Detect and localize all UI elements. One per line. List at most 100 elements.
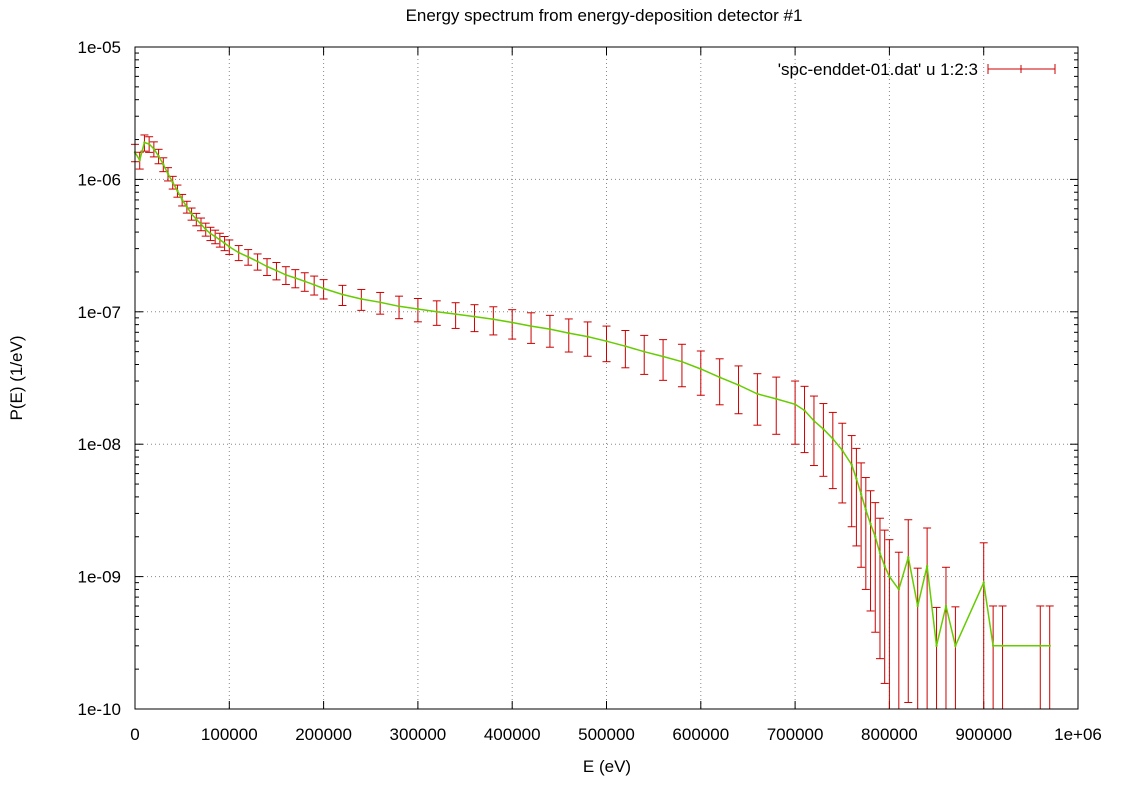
data-point xyxy=(195,218,198,221)
data-point xyxy=(209,232,212,235)
x-tick-label: 900000 xyxy=(955,725,1012,744)
data-point xyxy=(699,367,702,371)
y-tick-label: 1e-08 xyxy=(78,435,121,454)
data-point xyxy=(822,427,825,431)
data-point xyxy=(454,312,457,316)
data-point xyxy=(793,403,797,406)
data-point xyxy=(756,392,759,396)
x-tick-label: 100000 xyxy=(201,725,258,744)
tick-labels: 0 100000 200000 300000 400000 500000 600000 700… xyxy=(78,38,1102,744)
data-point xyxy=(199,222,203,226)
data-point xyxy=(185,205,189,209)
data-point xyxy=(878,552,882,555)
data-point xyxy=(841,449,844,452)
data-point xyxy=(925,564,929,568)
y-tick-label: 1e-05 xyxy=(78,38,121,57)
data-point xyxy=(944,604,948,608)
plot-frame xyxy=(134,46,1079,710)
data-point xyxy=(237,251,240,254)
data-point xyxy=(213,235,217,238)
data-point xyxy=(204,228,207,231)
data-point xyxy=(152,147,156,151)
x-tick-label: 1e+06 xyxy=(1054,725,1102,744)
data-point xyxy=(511,321,514,324)
data-point xyxy=(680,360,684,363)
data-point xyxy=(888,575,891,578)
data-point xyxy=(567,331,570,335)
data-point xyxy=(897,588,901,591)
x-tick-label: 200000 xyxy=(295,725,352,744)
series-layer xyxy=(131,134,1054,709)
data-point xyxy=(916,604,919,608)
series-line xyxy=(134,141,1050,649)
data-point xyxy=(171,181,174,184)
data-point xyxy=(883,564,886,568)
data-point xyxy=(624,344,627,348)
data-point xyxy=(223,241,226,245)
data-point xyxy=(190,212,193,215)
y-tick-label: 1e-10 xyxy=(78,700,121,719)
x-tick-label: 600000 xyxy=(672,725,729,744)
data-point xyxy=(855,477,858,480)
data-point xyxy=(265,265,269,268)
legend-sample xyxy=(987,64,1056,74)
data-point xyxy=(157,154,160,158)
x-tick-label: 300000 xyxy=(390,725,447,744)
data-point xyxy=(954,644,957,648)
data-point xyxy=(416,307,420,311)
data-point xyxy=(661,355,665,358)
data-point xyxy=(1039,644,1042,648)
y-tick-label: 1e-09 xyxy=(78,568,121,587)
data-point xyxy=(228,245,231,248)
data-point xyxy=(397,305,401,308)
data-point xyxy=(869,522,872,526)
data-point xyxy=(859,492,863,496)
data-point xyxy=(718,376,721,379)
legend-label: 'spc-enddet-01.dat' u 1:2:3 xyxy=(778,60,978,79)
data-point xyxy=(803,409,806,412)
data-point xyxy=(284,273,288,277)
data-point xyxy=(864,508,868,511)
data-point xyxy=(341,293,344,296)
data-point xyxy=(143,141,146,144)
data-point xyxy=(874,535,877,538)
data-point xyxy=(147,142,151,146)
data-point xyxy=(166,172,170,176)
y-tick-label: 1e-06 xyxy=(78,170,121,189)
y-tick-label: 1e-07 xyxy=(78,303,121,322)
data-point xyxy=(850,463,853,466)
data-point xyxy=(256,260,259,263)
data-point xyxy=(275,269,278,272)
data-point xyxy=(138,158,141,162)
x-tick-label: 400000 xyxy=(484,725,541,744)
data-point xyxy=(435,310,438,313)
data-point xyxy=(312,283,316,286)
data-point xyxy=(246,255,250,259)
data-point xyxy=(643,350,646,353)
data-point xyxy=(548,327,552,331)
data-point xyxy=(775,397,778,401)
data-point xyxy=(991,644,995,648)
data-point xyxy=(982,581,985,584)
data-point xyxy=(218,238,222,241)
chart-title: Energy spectrum from energy-deposition d… xyxy=(406,6,803,25)
data-point xyxy=(322,287,325,290)
data-point xyxy=(162,163,165,166)
data-point xyxy=(176,189,179,193)
data-point xyxy=(492,317,495,321)
data-point xyxy=(935,644,938,648)
legend: 'spc-enddet-01.dat' u 1:2:3 xyxy=(778,60,1056,79)
data-point xyxy=(303,280,306,283)
data-point xyxy=(1001,644,1004,648)
x-tick-label: 800000 xyxy=(861,725,918,744)
x-axis-label: E (eV) xyxy=(583,757,631,776)
data-point xyxy=(907,556,910,559)
x-tick-label: 0 xyxy=(130,725,139,744)
data-point xyxy=(378,301,382,304)
data-point xyxy=(529,324,533,328)
data-point xyxy=(831,437,835,440)
data-point xyxy=(360,297,363,301)
data-point xyxy=(473,315,476,318)
